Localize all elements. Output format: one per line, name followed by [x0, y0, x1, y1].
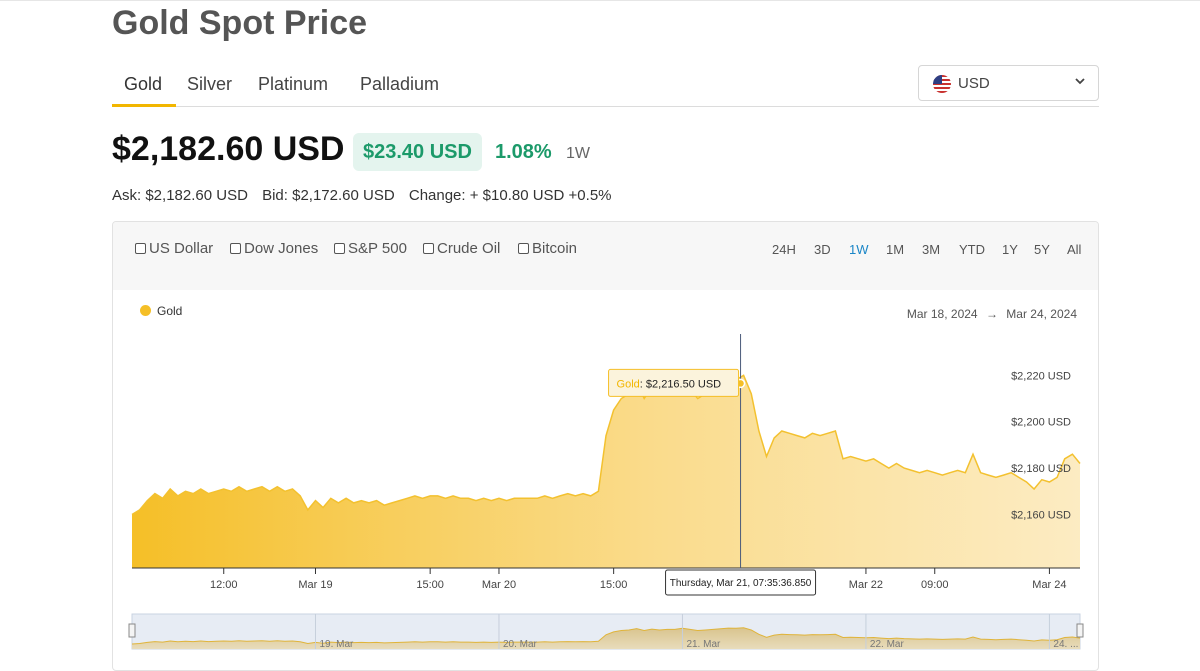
- price-change-percent: 1.08%: [495, 141, 552, 163]
- top-divider: [0, 0, 1200, 1]
- x-tick-label: 12:00: [210, 579, 238, 591]
- gold-price-chart[interactable]: $2,220 USD $2,200 USD $2,180 USD $2,160 USD…: [113, 222, 1099, 671]
- y-tick-label: $2,160 USD: [1011, 510, 1071, 522]
- navigator-handle-left[interactable]: [128, 623, 136, 638]
- legend-gold-marker: [140, 305, 151, 316]
- bid-price: Bid: $2,172.60 USD: [262, 187, 395, 204]
- checkbox-icon: [423, 243, 434, 254]
- checkbox-icon: [518, 243, 529, 254]
- navigator-tick-label: 20. Mar: [503, 639, 538, 650]
- legend-gold[interactable]: Gold: [157, 304, 183, 318]
- active-tab-indicator: [112, 104, 176, 107]
- compare-sp500[interactable]: S&P 500: [334, 240, 407, 257]
- compare-bitcoin[interactable]: Bitcoin: [518, 240, 577, 257]
- navigator-tick-label: 24. ...: [1053, 639, 1078, 650]
- page-title: Gold Spot Price: [112, 4, 368, 42]
- range-3m[interactable]: 3M: [922, 242, 941, 257]
- navigator-line: [131, 627, 1081, 645]
- y-tick-label: $2,200 USD: [1011, 417, 1071, 429]
- range-1y[interactable]: 1Y: [1002, 242, 1018, 257]
- price-change-badge: $23.40 USD: [353, 133, 482, 171]
- compare-us-dollar[interactable]: US Dollar: [135, 240, 213, 257]
- tab-palladium[interactable]: Palladium: [360, 74, 440, 94]
- currency-select[interactable]: USD: [918, 65, 1099, 101]
- range-all[interactable]: All: [1067, 242, 1082, 257]
- x-tick-label: Mar 19: [298, 579, 332, 591]
- x-tick-label: Mar 20: [482, 579, 516, 591]
- tooltip-value: : $2,216.50 USD: [640, 378, 721, 390]
- date-tooltip-box: [665, 569, 817, 596]
- chart-date-range: Mar 18, 2024 → Mar 24, 2024: [907, 307, 1077, 321]
- tooltip-series-name: Gold: [617, 378, 640, 390]
- change-period: 1W: [566, 145, 590, 162]
- range-1m[interactable]: 1M: [886, 242, 905, 257]
- range-1w[interactable]: 1W: [849, 242, 869, 257]
- range-ytd[interactable]: YTD: [959, 242, 985, 257]
- x-tick-label: 09:00: [921, 579, 949, 591]
- tooltip-text: Gold: $2,216.50 USD: [617, 378, 722, 390]
- us-flag-icon: [933, 75, 951, 93]
- tab-gold[interactable]: Gold: [124, 74, 163, 94]
- x-tick-label: 15:00: [600, 579, 628, 591]
- tab-silver[interactable]: Silver: [187, 74, 233, 94]
- chevron-down-icon: [1074, 74, 1086, 91]
- navigator-tick-label: 21. Mar: [686, 639, 721, 650]
- spot-price: $2,182.60 USD: [112, 130, 345, 168]
- checkbox-icon: [230, 243, 241, 254]
- navigator-tick-label: 22. Mar: [870, 639, 905, 650]
- compare-crude-oil[interactable]: Crude Oil: [423, 240, 500, 257]
- range-24h[interactable]: 24H: [772, 242, 796, 257]
- date-to: Mar 24, 2024: [1006, 307, 1077, 321]
- date-from: Mar 18, 2024: [906, 307, 978, 321]
- range-3d[interactable]: 3D: [814, 242, 831, 257]
- gold-line: [131, 374, 1081, 516]
- y-tick-label: $2,220 USD: [1011, 370, 1071, 382]
- date-arrow: →: [985, 307, 998, 321]
- tooltip-box: [608, 368, 740, 397]
- checkbox-icon: [135, 243, 146, 254]
- tab-platinum[interactable]: Platinum: [258, 74, 329, 94]
- day-change: Change: + $10.80 USD +0.5%: [408, 187, 612, 204]
- compare-dow-jones[interactable]: Dow Jones: [230, 240, 318, 257]
- currency-value: USD: [958, 75, 990, 92]
- date-tooltip-text: Thursday, Mar 21, 07:35:36.850: [670, 578, 812, 589]
- x-tick-label: 15:00: [416, 579, 444, 591]
- ask-price: Ask: $2,182.60 USD: [112, 187, 248, 204]
- quote-details: Ask: $2,182.60 USD Bid: $2,172.60 USD Ch…: [112, 187, 622, 204]
- chart-toolbar: US Dollar Dow Jones S&P 500 Crude Oil Bi…: [113, 222, 1098, 290]
- y-tick-label: $2,180 USD: [1011, 463, 1071, 475]
- chart-panel: US Dollar Dow Jones S&P 500 Crude Oil Bi…: [112, 221, 1099, 671]
- metal-tabs: Gold Silver Platinum Palladium: [112, 60, 1099, 107]
- gold-area: [132, 375, 1080, 568]
- navigator-tick-label: 19. Mar: [319, 639, 354, 650]
- x-tick-label: Mar 22: [849, 579, 883, 591]
- checkbox-icon: [334, 243, 345, 254]
- range-5y[interactable]: 5Y: [1034, 242, 1050, 257]
- navigator-handle-right[interactable]: [1076, 623, 1084, 638]
- navigator-area: [132, 627, 1080, 649]
- x-tick-label: Mar 24: [1032, 579, 1066, 591]
